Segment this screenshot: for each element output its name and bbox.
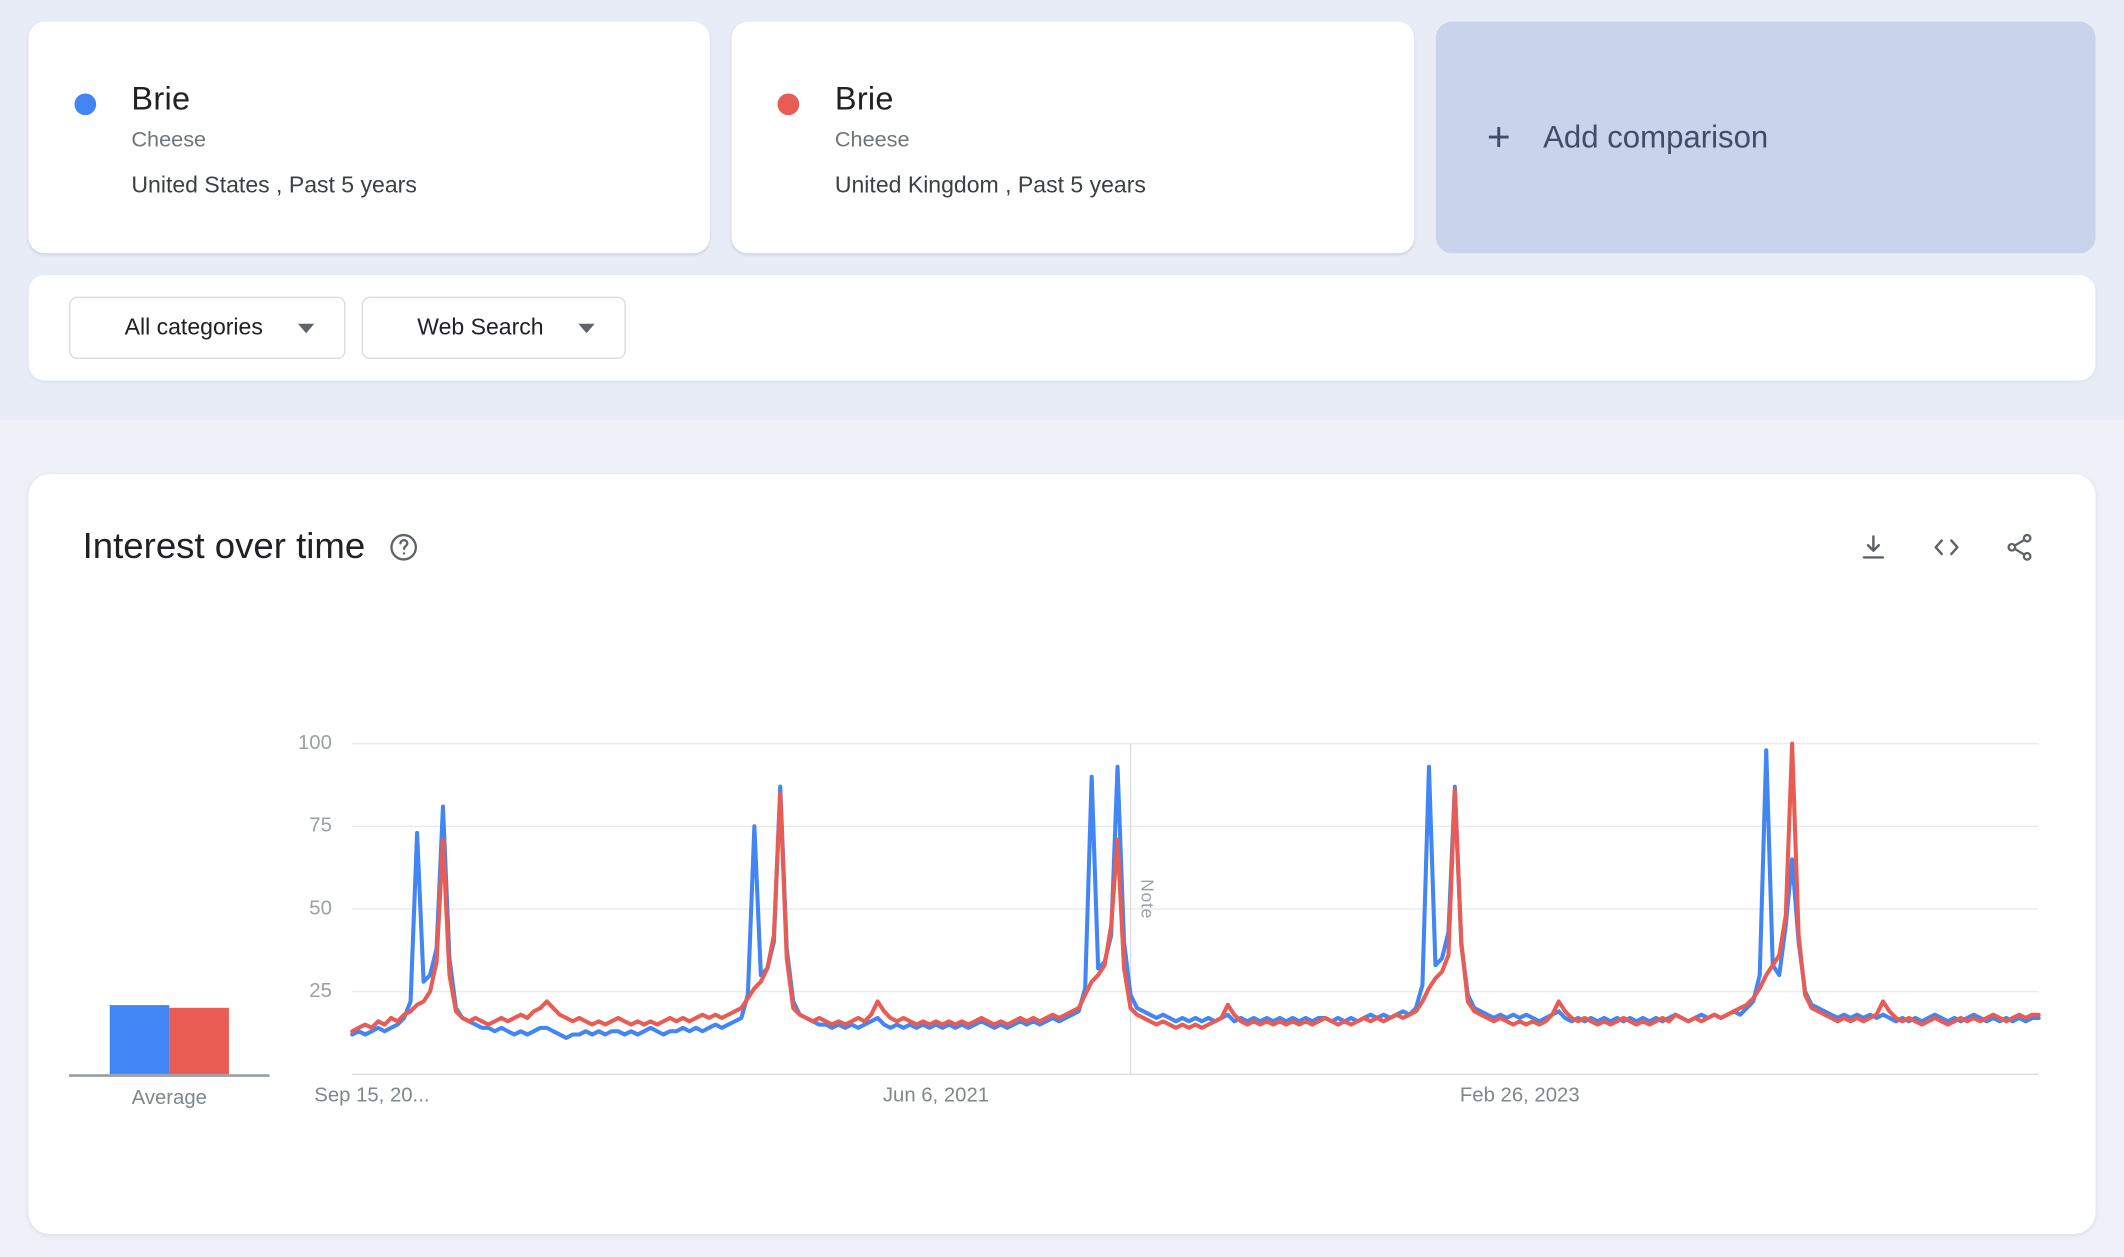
topic-type: Cheese (131, 128, 207, 152)
x-axis-tick-label: Feb 26, 2023 (1459, 1083, 1580, 1107)
y-axis-tick-label: 75 (309, 814, 332, 838)
share-icon[interactable] (2003, 530, 2036, 563)
line-chart-plot-area[interactable]: Note (350, 741, 2041, 1075)
search-type-filter-label: Web Search (417, 314, 544, 341)
help-icon[interactable] (387, 530, 420, 563)
filters-bar: All categories Web Search (28, 274, 2096, 381)
x-axis-tick-label: Sep 15, 20... (314, 1083, 430, 1107)
category-filter-dropdown[interactable]: All categories (69, 296, 346, 359)
note-marker-label[interactable]: Note (1137, 879, 1158, 920)
interest-over-time-panel: Interest over time (28, 474, 2096, 1235)
x-axis-tick-label: Jun 6, 2021 (882, 1083, 990, 1107)
interest-line-chart[interactable] (350, 741, 2041, 1075)
x-axis-labels: Sep 15, 20... Jun 6, 2021 Feb 26, 2023 (314, 1083, 2038, 1111)
chevron-down-icon (298, 323, 315, 333)
y-axis-tick-label: 25 (309, 979, 332, 1003)
series-color-dot-blue (74, 93, 97, 116)
add-comparison-button[interactable]: + Add comparison (1435, 21, 2096, 254)
region-timeframe: United Kingdom , Past 5 years (834, 172, 1146, 198)
region-timeframe: United States , Past 5 years (131, 172, 417, 198)
embed-code-icon[interactable] (1930, 530, 1963, 563)
average-bar-us[interactable] (109, 1004, 170, 1075)
panel-header: Interest over time (83, 526, 2036, 568)
search-term-card-uk[interactable]: Brie Cheese United Kingdom , Past 5 year… (731, 21, 1414, 254)
search-type-filter-dropdown[interactable]: Web Search (361, 296, 627, 359)
panel-title: Interest over time (82, 525, 366, 567)
chevron-down-icon (578, 323, 596, 333)
average-bars (109, 744, 229, 1075)
average-label: Average (131, 1086, 207, 1110)
y-axis-tick-label: 50 (309, 896, 332, 920)
panel-actions (1857, 530, 2036, 563)
average-baseline (69, 1074, 270, 1077)
download-icon[interactable] (1857, 530, 1890, 563)
y-axis-tick-label: 100 (297, 731, 332, 755)
average-bar-uk[interactable] (169, 1008, 229, 1075)
search-term-card-us[interactable]: Brie Cheese United States , Past 5 years (28, 21, 711, 254)
search-term: Brie (131, 81, 191, 118)
plus-icon: + (1486, 114, 1511, 160)
add-comparison-label: Add comparison (1543, 119, 1769, 155)
comparison-cards-row: Brie Cheese United States , Past 5 years… (28, 0, 2096, 254)
search-term: Brie (834, 81, 894, 118)
category-filter-label: All categories (124, 314, 263, 341)
series-color-dot-red (777, 93, 800, 116)
term-info: Brie Cheese United Kingdom , Past 5 year… (835, 81, 1146, 253)
topic-type: Cheese (834, 128, 910, 152)
term-info: Brie Cheese United States , Past 5 years (131, 81, 416, 253)
